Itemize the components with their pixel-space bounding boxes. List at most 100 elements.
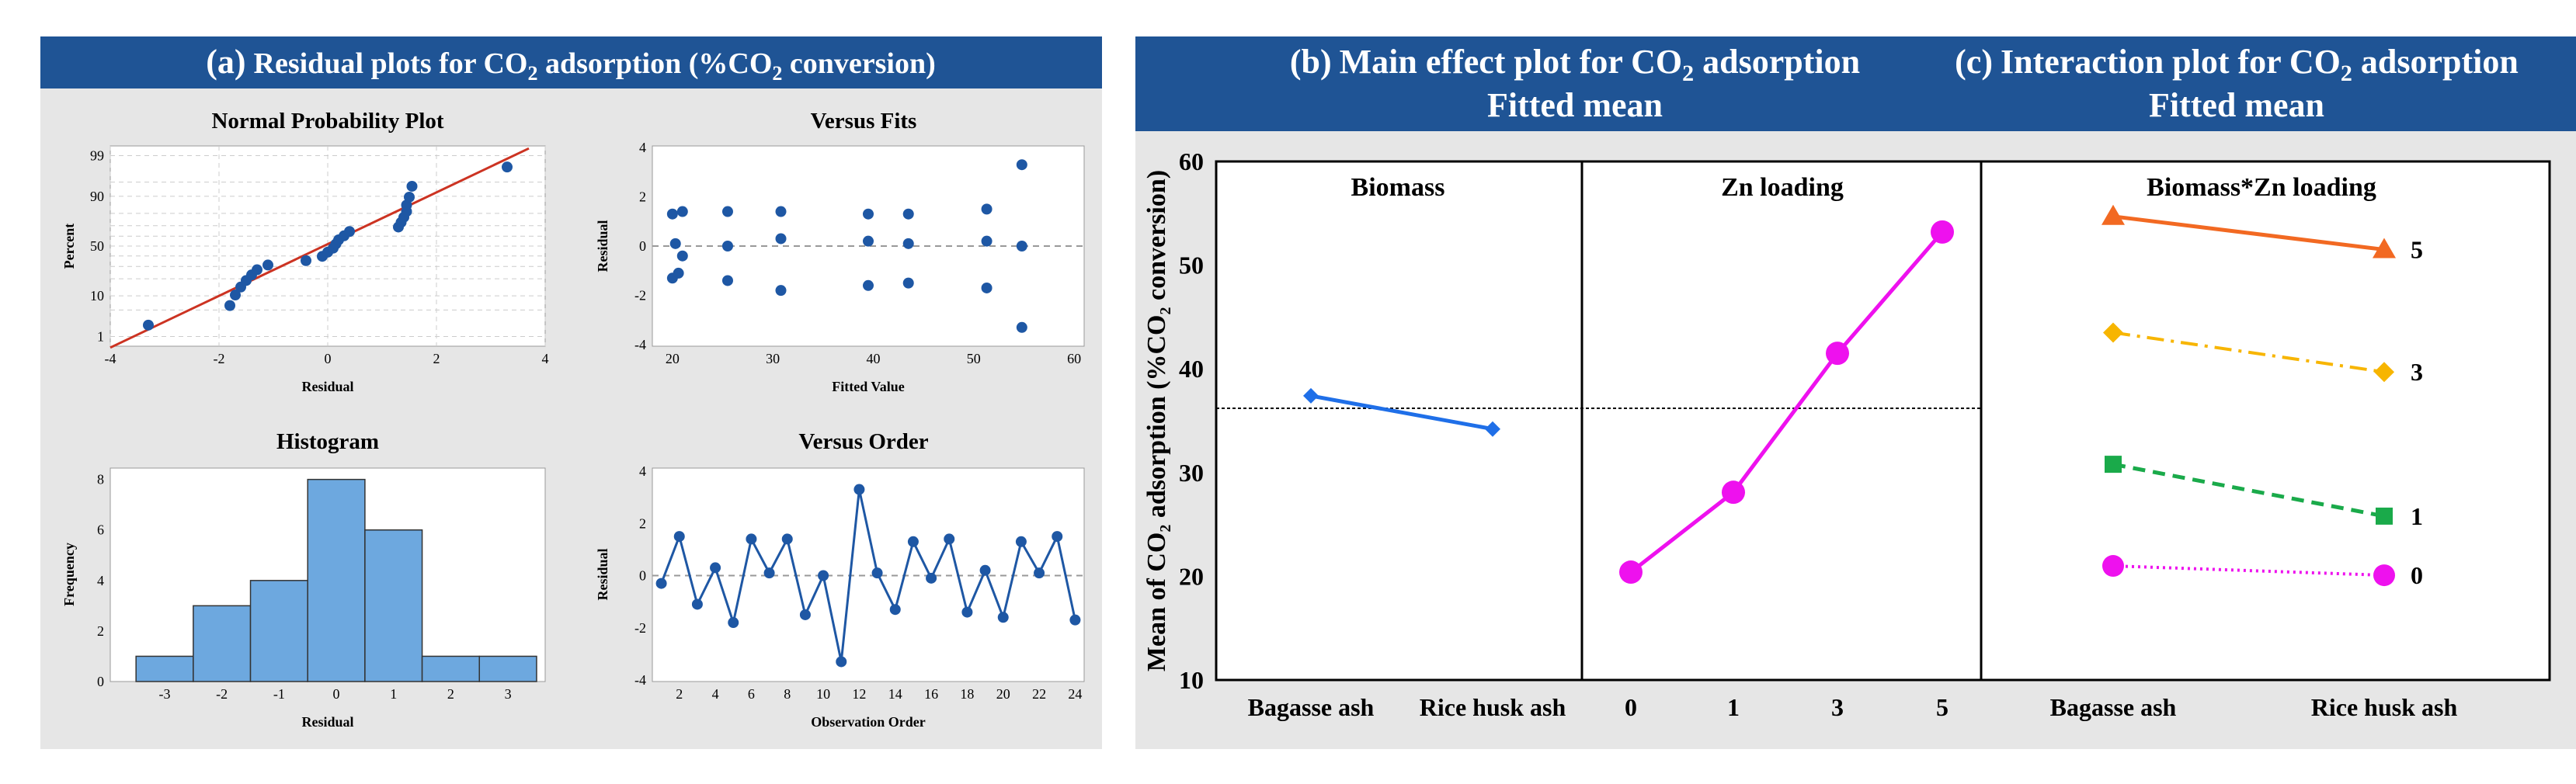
zn-effect-point — [1826, 342, 1849, 366]
interaction-series: 5 3 1 0 — [2101, 204, 2423, 589]
vo-points — [655, 484, 1081, 668]
hist-y-tick-label: 2 — [97, 623, 104, 639]
vo-ylabel: Residual — [595, 548, 610, 600]
npp-fit-line — [110, 147, 530, 349]
panel-c-header-subtitle: Fitted mean — [2149, 86, 2324, 124]
hist-x-tick-label: 0 — [333, 686, 340, 702]
zn-effect-point — [1619, 560, 1643, 585]
vf-xlabel: Fitted Value — [832, 379, 905, 394]
hist-ticks: -3 -2 -1 0 1 2 3 0 2 4 6 8 — [97, 472, 512, 702]
vo-x-tick-label: 24 — [1068, 686, 1082, 702]
vo-x-tick-label: 6 — [748, 686, 755, 702]
vf-point — [775, 285, 787, 297]
vf-x-tick-label: 60 — [1067, 351, 1081, 366]
vf-x-tick-label: 30 — [766, 351, 780, 366]
npp-point — [262, 259, 273, 271]
vf-ylabel: Residual — [595, 220, 610, 272]
main-effect-ylabel: Mean of CO2 adsorption (%CO2 conversion) — [1142, 170, 1174, 671]
hist-bar — [193, 605, 252, 682]
hist-bar — [307, 478, 366, 682]
vo-point — [979, 564, 991, 576]
npp-point — [230, 290, 241, 301]
vf-x-tick-label: 40 — [866, 351, 880, 366]
vo-xlabel: Observation Order — [811, 714, 925, 730]
interaction-point-zn-5 — [2373, 238, 2396, 258]
main-effect-y-tick-label: 50 — [1179, 252, 1204, 279]
main-effect-y-tick-label: 40 — [1179, 355, 1204, 383]
biomass-x-tick-label: Rice husk ash — [1420, 693, 1566, 721]
npp-x-tick-label: 0 — [325, 351, 332, 366]
vf-x-tick-label: 50 — [967, 351, 981, 366]
vf-point — [1016, 159, 1027, 171]
hist-bars — [135, 478, 537, 682]
hist-bar — [478, 655, 537, 682]
npp-point — [224, 300, 235, 311]
npp-y-tick-label: 1 — [97, 329, 104, 345]
vf-points — [666, 159, 1027, 333]
zn-panel-label: Zn loading — [1721, 173, 1844, 202]
npp-y-tick-label: 99 — [90, 147, 104, 163]
main-effect-y-tick-label: 10 — [1179, 666, 1204, 694]
biomass-main-effect — [1303, 387, 1500, 437]
interaction-series-label: 3 — [2411, 358, 2423, 386]
normal-probability-plot: Normal Probability Plot -4 -2 0 2 4 1 10 50 90 99… — [61, 109, 549, 394]
hist-bar — [249, 580, 308, 682]
vf-y-tick-label: 2 — [639, 189, 646, 205]
main-effect-y-ticks: 10 20 30 40 50 60 — [1179, 147, 1204, 694]
versus-fits-plot: Versus Fits 20 30 40 50 60 -4 -2 0 2 4 Fitted Val… — [595, 109, 1085, 394]
hist-y-tick-label: 0 — [97, 674, 104, 689]
vo-point — [871, 567, 883, 579]
main-interaction-plot-area — [1215, 160, 2551, 682]
hist-bar — [135, 655, 194, 682]
vo-x-tick-label: 22 — [1032, 686, 1046, 702]
panel-c-header-title: (c) Interaction plot for CO2 adsorption — [1955, 43, 2519, 86]
vo-point — [728, 617, 739, 629]
interaction-point-zn-3 — [2374, 362, 2394, 383]
vf-point — [1016, 241, 1027, 252]
hist-x-tick-label: -3 — [159, 686, 171, 702]
npp-x-tick-label: 4 — [542, 351, 549, 366]
vo-point — [1015, 536, 1027, 547]
main-effect-y-tick-label: 60 — [1179, 147, 1204, 175]
vo-point — [763, 567, 775, 579]
vo-x-tick-label: 18 — [960, 686, 974, 702]
vo-point — [836, 656, 847, 668]
main-effect-y-tick-label: 30 — [1179, 459, 1204, 487]
panel-b-header-title: (b) Main effect plot for CO2 adsorption — [1290, 43, 1860, 86]
interaction-point-zn-0 — [2102, 555, 2124, 578]
vo-point — [691, 598, 703, 610]
vf-point — [981, 203, 993, 215]
vf-point — [775, 233, 787, 245]
vo-y-tick-label: 4 — [639, 463, 646, 479]
zn-effect-point — [1931, 220, 1954, 244]
npp-y-tick-label: 10 — [90, 288, 104, 304]
vo-x-tick-label: 12 — [852, 686, 866, 702]
npp-grid — [110, 146, 546, 346]
npp-point — [301, 255, 311, 266]
vo-x-tick-label: 20 — [996, 686, 1010, 702]
vo-point — [944, 533, 955, 545]
interaction-line-zn-0 — [2112, 564, 2385, 578]
versus-order-plot: Versus Order 2 4 6 8 10 12 14 16 18 20 22 24-4-2024… — [595, 429, 1085, 730]
vf-y-tick-label: 4 — [639, 140, 646, 155]
npp-points — [143, 161, 513, 331]
vo-y-tick-label: -4 — [634, 672, 646, 688]
vf-point — [676, 250, 688, 262]
panel-b-header-subtitle: Fitted mean — [1487, 86, 1663, 124]
vo-point — [961, 606, 973, 618]
panel-a-header-title: (a) Residual plots for CO2 adsorption (%C… — [206, 43, 936, 85]
interaction-x-tick-label: Rice husk ash — [2311, 693, 2458, 721]
npp-point — [143, 319, 154, 331]
interaction-point-zn-0 — [2373, 564, 2395, 587]
panel-a-header — [40, 36, 1102, 88]
vo-x-tick-label: 8 — [784, 686, 791, 702]
hist-x-tick-label: -2 — [216, 686, 228, 702]
vo-point — [1034, 567, 1045, 579]
npp-point — [252, 264, 262, 276]
vf-point — [721, 275, 733, 286]
hist-y-tick-label: 8 — [97, 472, 104, 487]
hist-xlabel: Residual — [301, 714, 353, 730]
vf-point — [863, 235, 874, 247]
